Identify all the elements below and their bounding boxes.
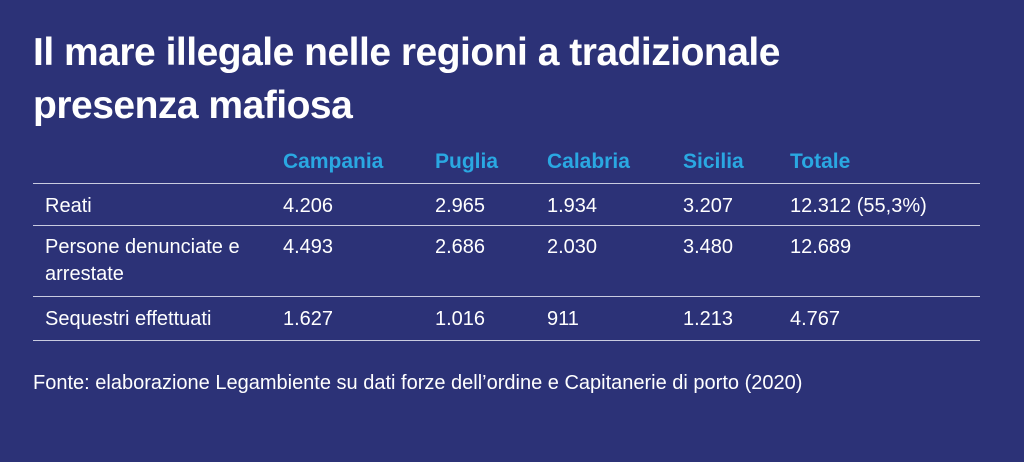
column-header: Puglia <box>435 150 499 173</box>
cell: 12.689 <box>790 236 852 258</box>
column-header: Campania <box>283 150 384 173</box>
cell: 3.480 <box>683 236 734 258</box>
cell: 4.493 <box>283 236 334 258</box>
rule <box>33 296 980 297</box>
cell: 2.965 <box>435 195 486 217</box>
source: Fonte: elaborazione Legambiente su dati … <box>33 372 803 394</box>
rule <box>33 183 980 184</box>
cell: 1.213 <box>683 308 734 330</box>
column-header: Calabria <box>547 150 630 173</box>
cell: 911 <box>547 308 579 330</box>
cell: 3.207 <box>683 195 734 217</box>
cell: 2.030 <box>547 236 598 258</box>
row-label: Reati <box>45 195 92 217</box>
cell: 1.934 <box>547 195 598 217</box>
column-header: Sicilia <box>683 150 744 173</box>
row-label: Persone denunciate e arrestate <box>45 236 240 285</box>
cell: 4.206 <box>283 195 334 217</box>
cell: 2.686 <box>435 236 486 258</box>
rule <box>33 225 980 226</box>
cell: 12.312 (55,3%) <box>790 195 927 217</box>
cell: 1.016 <box>435 308 486 330</box>
column-header: Totale <box>790 150 851 173</box>
title: Il mare illegale nelle regioni a tradizi… <box>33 31 780 127</box>
cell: 4.767 <box>790 308 841 330</box>
rule <box>33 340 980 341</box>
cell: 1.627 <box>283 308 334 330</box>
row-label: Sequestri effettuati <box>45 308 212 330</box>
